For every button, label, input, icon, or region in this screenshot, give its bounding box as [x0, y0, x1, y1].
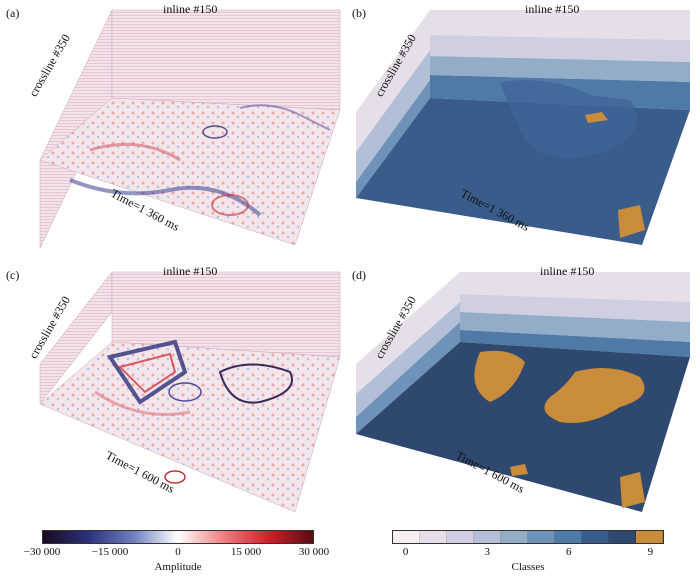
panel-a-volume — [39, 9, 341, 249]
panel-b-volume — [356, 10, 690, 245]
class-swatch — [447, 531, 474, 543]
classes-swatches — [392, 530, 664, 544]
class-swatch — [582, 531, 609, 543]
class-swatch — [555, 531, 582, 543]
panel-b-label: (b) — [352, 6, 366, 20]
panel-a: (a) inline #150 crossline #350 Time=1 36… — [0, 0, 350, 260]
classes-tick-label: 0 — [402, 546, 409, 558]
panel-a-label: (a) — [6, 6, 20, 20]
class-swatch — [420, 531, 447, 543]
panel-c: (c) inline #150 crossline #350 Time=1 60… — [0, 262, 350, 522]
panel-d: (d) inline #150 crossline #350 Time=1 60… — [350, 262, 700, 522]
amplitude-tick-label: 15 000 — [230, 546, 262, 558]
amplitude-tick-label: 30 000 — [298, 546, 330, 558]
classes-colorbar: 0 3 6 9 Classes — [392, 530, 664, 576]
class-swatch — [393, 531, 420, 543]
panel-d-label: (d) — [352, 268, 366, 282]
classes-title: Classes — [511, 561, 545, 573]
class-swatch — [501, 531, 528, 543]
amplitude-title: Amplitude — [154, 561, 202, 573]
class-swatch — [474, 531, 501, 543]
panel-b-inline-label: inline #150 — [525, 2, 580, 16]
amplitude-gradient — [42, 530, 314, 544]
panel-c-volume — [39, 271, 341, 513]
amplitude-tick-label: 0 — [175, 546, 181, 558]
amplitude-tick-label: −15 000 — [91, 546, 129, 558]
panel-d-inline-label: inline #150 — [540, 264, 595, 278]
classes-tick-label: 9 — [647, 546, 654, 558]
classes-tick-label: 6 — [566, 546, 572, 558]
classes-tick-label: 3 — [484, 546, 490, 558]
panel-a-inline-label: inline #150 — [163, 2, 218, 16]
panel-d-volume — [356, 272, 690, 512]
class-swatch — [609, 531, 636, 543]
panel-c-inline-label: inline #150 — [163, 264, 218, 278]
class-swatch — [528, 531, 555, 543]
panel-c-label: (c) — [6, 268, 20, 282]
class-swatch — [636, 531, 663, 543]
amplitude-tick-label: −30 000 — [23, 546, 61, 558]
amplitude-colorbar: −30 000 −15 000 0 15 000 30 000 Amplitude — [24, 530, 329, 576]
panel-b: (b) inline #150 crossline #350 Time=1 36… — [350, 0, 700, 260]
